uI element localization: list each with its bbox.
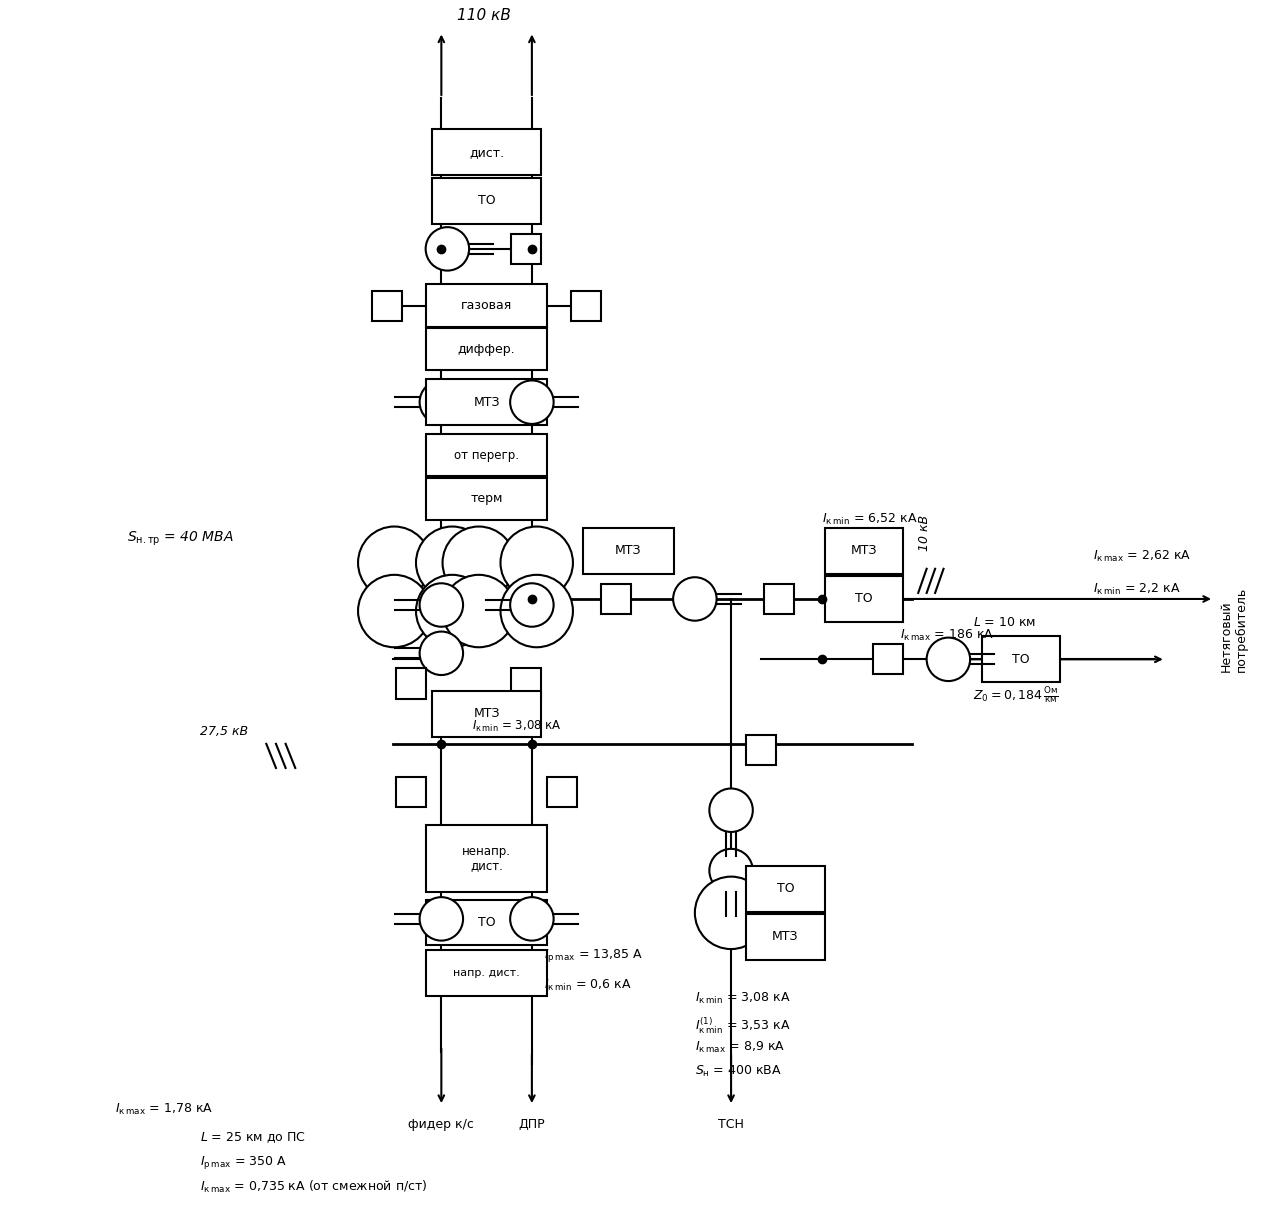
Text: $I_{\rm р\,max}$ = 350 А: $I_{\rm р\,max}$ = 350 А bbox=[201, 1154, 287, 1171]
Text: $I_{\rm к\,max}$ = 1,78 кА: $I_{\rm к\,max}$ = 1,78 кА bbox=[115, 1102, 213, 1118]
Circle shape bbox=[358, 575, 430, 647]
Bar bbox=[426, 899, 547, 945]
Circle shape bbox=[500, 526, 572, 599]
Text: МТЗ: МТЗ bbox=[473, 707, 500, 720]
Text: $I_{\rm к\,min}$ = 6,52 кА: $I_{\rm к\,min}$ = 6,52 кА bbox=[821, 512, 917, 526]
Bar bbox=[396, 668, 426, 698]
Circle shape bbox=[510, 583, 553, 627]
Text: фидер к/с: фидер к/с bbox=[409, 1118, 475, 1131]
Circle shape bbox=[420, 583, 463, 627]
Bar bbox=[433, 178, 541, 224]
Text: $Z_0 = 0,184\,\frac{\rm Ом}{\rm км}$: $Z_0 = 0,184\,\frac{\rm Ом}{\rm км}$ bbox=[972, 685, 1058, 705]
Circle shape bbox=[926, 638, 970, 681]
Bar bbox=[825, 528, 904, 574]
Text: $I_{\rm р\,max}$ = 13,85 А: $I_{\rm р\,max}$ = 13,85 А bbox=[544, 946, 642, 963]
Bar bbox=[372, 290, 402, 321]
Text: Нетяговый
потребитель: Нетяговый потребитель bbox=[1220, 587, 1249, 672]
Text: ТО: ТО bbox=[777, 882, 794, 895]
Bar bbox=[547, 777, 577, 807]
Text: $I_{\rm к\,max}$ = 0,735 кА (от смежной п/ст): $I_{\rm к\,max}$ = 0,735 кА (от смежной … bbox=[201, 1179, 428, 1194]
Text: диффер.: диффер. bbox=[458, 342, 515, 356]
Bar bbox=[764, 584, 794, 613]
Text: терм: терм bbox=[471, 492, 503, 506]
Text: напр. дист.: напр. дист. bbox=[453, 968, 520, 978]
Circle shape bbox=[443, 575, 515, 647]
Text: $L$ = 10 км: $L$ = 10 км bbox=[972, 616, 1036, 629]
Text: ненапр.
дист.: ненапр. дист. bbox=[462, 845, 511, 872]
Bar bbox=[510, 668, 541, 698]
Bar bbox=[825, 576, 904, 622]
Circle shape bbox=[500, 575, 572, 647]
Bar bbox=[571, 290, 602, 321]
Bar bbox=[426, 950, 547, 996]
Text: $S_{\rm н.тр}$ = 40 МВА: $S_{\rm н.тр}$ = 40 МВА bbox=[127, 530, 235, 548]
Text: ТО: ТО bbox=[478, 916, 495, 929]
Text: МТЗ: МТЗ bbox=[772, 930, 798, 944]
Text: ТО: ТО bbox=[478, 194, 495, 207]
Circle shape bbox=[673, 577, 717, 621]
Text: 27,5 кВ: 27,5 кВ bbox=[201, 725, 249, 738]
Bar bbox=[873, 644, 904, 674]
Bar bbox=[396, 777, 426, 807]
Bar bbox=[584, 528, 674, 574]
Circle shape bbox=[510, 897, 553, 940]
Bar bbox=[426, 379, 547, 425]
Bar bbox=[982, 636, 1060, 682]
Circle shape bbox=[709, 789, 753, 832]
Circle shape bbox=[420, 897, 463, 940]
Text: $I_{\rm к\,min}$ = 2,2 кА: $I_{\rm к\,min}$ = 2,2 кА bbox=[1094, 582, 1180, 597]
Bar bbox=[426, 328, 547, 370]
Circle shape bbox=[420, 380, 463, 424]
Bar bbox=[426, 434, 547, 477]
Text: дист.: дист. bbox=[470, 145, 504, 159]
Text: $I_{\rm к\,max}$ = 186 кА: $I_{\rm к\,max}$ = 186 кА bbox=[900, 628, 994, 643]
Text: газовая: газовая bbox=[461, 299, 513, 312]
Circle shape bbox=[416, 575, 489, 647]
Bar bbox=[746, 866, 825, 911]
Text: ТСН: ТСН bbox=[718, 1118, 744, 1131]
Bar bbox=[426, 478, 547, 520]
Bar bbox=[433, 129, 541, 175]
Text: МТЗ: МТЗ bbox=[615, 544, 642, 557]
Circle shape bbox=[443, 526, 515, 599]
Bar bbox=[433, 691, 541, 737]
Text: $I_{\rm к\,min}^{(1)}$ = 3,53 кА: $I_{\rm к\,min}^{(1)}$ = 3,53 кА bbox=[695, 1015, 791, 1036]
Text: ДПР: ДПР bbox=[519, 1118, 546, 1131]
Text: $I_{\rm к\,min}$ = 3,08 кА: $I_{\rm к\,min}$ = 3,08 кА bbox=[472, 719, 561, 734]
Circle shape bbox=[709, 849, 753, 892]
Text: МТЗ: МТЗ bbox=[473, 396, 500, 409]
Bar bbox=[602, 584, 632, 613]
Text: $L$ = 25 км до ПС: $L$ = 25 км до ПС bbox=[201, 1130, 306, 1145]
Circle shape bbox=[510, 380, 553, 424]
Text: $I_{\rm к\,max}$ = 8,9 кА: $I_{\rm к\,max}$ = 8,9 кА bbox=[695, 1039, 786, 1055]
Text: ТО: ТО bbox=[1011, 653, 1029, 666]
Circle shape bbox=[358, 526, 430, 599]
Circle shape bbox=[695, 876, 768, 949]
Text: $S_{\rm н}$ = 400 кВА: $S_{\rm н}$ = 400 кВА bbox=[695, 1064, 782, 1079]
Circle shape bbox=[416, 526, 489, 599]
Circle shape bbox=[425, 227, 470, 271]
Bar bbox=[746, 734, 777, 765]
Text: $I_{\rm к\,min}$ = 3,08 кА: $I_{\rm к\,min}$ = 3,08 кА bbox=[695, 991, 791, 1007]
Bar bbox=[746, 914, 825, 960]
Text: $I_{\rm к\,max}$ = 2,62 кА: $I_{\rm к\,max}$ = 2,62 кА bbox=[1094, 549, 1192, 564]
Circle shape bbox=[420, 632, 463, 675]
Text: ТО: ТО bbox=[855, 593, 873, 605]
Bar bbox=[426, 825, 547, 892]
Bar bbox=[426, 284, 547, 327]
Text: МТЗ: МТЗ bbox=[850, 544, 877, 557]
Text: от перегр.: от перегр. bbox=[454, 449, 519, 462]
Text: 10 кВ: 10 кВ bbox=[919, 514, 931, 551]
Bar bbox=[510, 234, 541, 264]
Text: $I_{\rm к\,min}$ = 0,6 кА: $I_{\rm к\,min}$ = 0,6 кА bbox=[544, 978, 632, 993]
Text: 110 кВ: 110 кВ bbox=[457, 8, 510, 23]
